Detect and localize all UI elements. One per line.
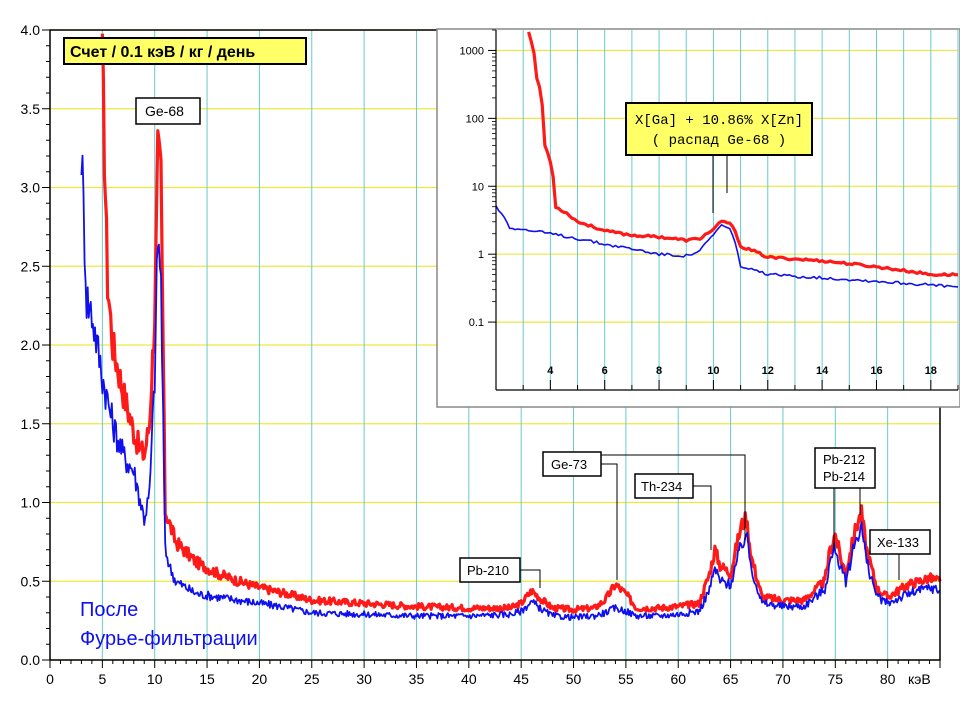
legend-line-1: После (80, 599, 138, 621)
inset-annotation-box: X[Ga] + 10.86% X[Zn] ( распад Ge-68 ) (625, 102, 813, 213)
main-series-red (100, 33, 942, 614)
main-xtick-label: 30 (356, 671, 372, 687)
annotation-ge73: Ge-73 (542, 451, 746, 580)
main-title: Счет / 0.1 кэВ / кг / день (70, 44, 255, 61)
main-ytick-label: 2.5 (21, 258, 41, 274)
annotation-pb214-text: Pb-214 (823, 469, 865, 484)
inset-xtick-label: 10 (707, 365, 719, 377)
main-xtick-label: 25 (304, 671, 320, 687)
legend-line-2: Фурье-фильтрации (80, 628, 258, 650)
annotation-pb212-pb214: Pb-212 Pb-214 (814, 447, 876, 550)
main-ytick-label: 2.0 (21, 337, 41, 353)
annotation-ge68: Ge-68 (135, 97, 201, 125)
main-xtick-label: 50 (566, 671, 582, 687)
inset-axes: 1000 100 10 1 0.1 4 6 8 10 12 14 16 18 (460, 29, 959, 391)
annotation-pb210-text: Pb-210 (467, 563, 509, 578)
main-xtick-label: 60 (670, 671, 686, 687)
annotation-th234-text: Th-234 (641, 479, 682, 494)
inset-chart: 1000 100 10 1 0.1 4 6 8 10 12 14 16 18 X[Ga] + 10.86… (436, 28, 960, 408)
main-ytick-label: 1.5 (21, 416, 41, 432)
inset-series (495, 31, 959, 288)
annotation-pb210: Pb-210 (459, 557, 541, 588)
main-xaxis-label: кэВ (908, 671, 931, 687)
inset-annotation-line1: X[Ga] + 10.86% X[Zn] (635, 113, 803, 129)
main-xtick-label: 75 (828, 671, 844, 687)
main-ytick-label: 3.0 (21, 180, 41, 196)
inset-xtick-label: 14 (816, 365, 829, 377)
inset-ytick-label: 10 (472, 181, 484, 193)
inset-xtick-label: 16 (870, 365, 882, 377)
main-ytick-label: 0.5 (21, 573, 41, 589)
main-xtick-label: 35 (409, 671, 425, 687)
inset-xtick-label: 8 (656, 365, 662, 377)
main-xtick-label: 10 (147, 671, 163, 687)
inset-ytick-label: 100 (466, 113, 484, 125)
annotation-ge68-text: Ge-68 (145, 103, 184, 119)
main-series-blue (80, 154, 941, 621)
inset-xtick-label: 4 (547, 365, 554, 377)
inset-ytick-label: 0.1 (469, 317, 484, 329)
inset-ytick-label: 1000 (460, 45, 484, 57)
inset-xtick-label: 6 (602, 365, 608, 377)
inset-ytick-label: 1 (478, 249, 484, 261)
main-ytick-label: 0.0 (21, 652, 41, 668)
inset-grid (496, 30, 959, 390)
annotation-xe133: Xe-133 (869, 529, 931, 580)
main-series (80, 33, 942, 621)
main-xtick-label: 70 (775, 671, 791, 687)
annotation-ge73-text: Ge-73 (551, 457, 587, 472)
main-xtick-label: 5 (98, 671, 106, 687)
annotation-pb212-text: Pb-212 (823, 452, 865, 467)
main-xtick-label: 65 (723, 671, 739, 687)
main-xtick-label: 20 (252, 671, 268, 687)
annotation-xe133-text: Xe-133 (877, 535, 919, 550)
annotation-th234: Th-234 (634, 473, 712, 550)
main-title-box: Счет / 0.1 кэВ / кг / день (63, 37, 307, 65)
main-ytick-label: 1.0 (21, 495, 41, 511)
main-ytick-label: 3.5 (21, 101, 41, 117)
main-xtick-label: 40 (461, 671, 477, 687)
inset-xtick-label: 12 (762, 365, 774, 377)
main-axes: 0 5 10 15 20 25 30 35 40 45 50 55 60 65 70 75 80 0.0 0.5 1.… (21, 22, 941, 687)
inset-annotation-line2: ( распад Ge-68 ) (652, 133, 786, 149)
main-xtick-label: 80 (880, 671, 896, 687)
inset-xtick-label: 18 (925, 365, 937, 377)
inset-series-blue (495, 205, 959, 288)
main-xtick-label: 0 (46, 671, 54, 687)
main-ytick-label: 4.0 (21, 22, 41, 38)
main-xtick-label: 55 (618, 671, 634, 687)
main-xtick-label: 45 (513, 671, 529, 687)
main-xtick-label: 15 (199, 671, 215, 687)
inset-series-red (527, 31, 959, 277)
